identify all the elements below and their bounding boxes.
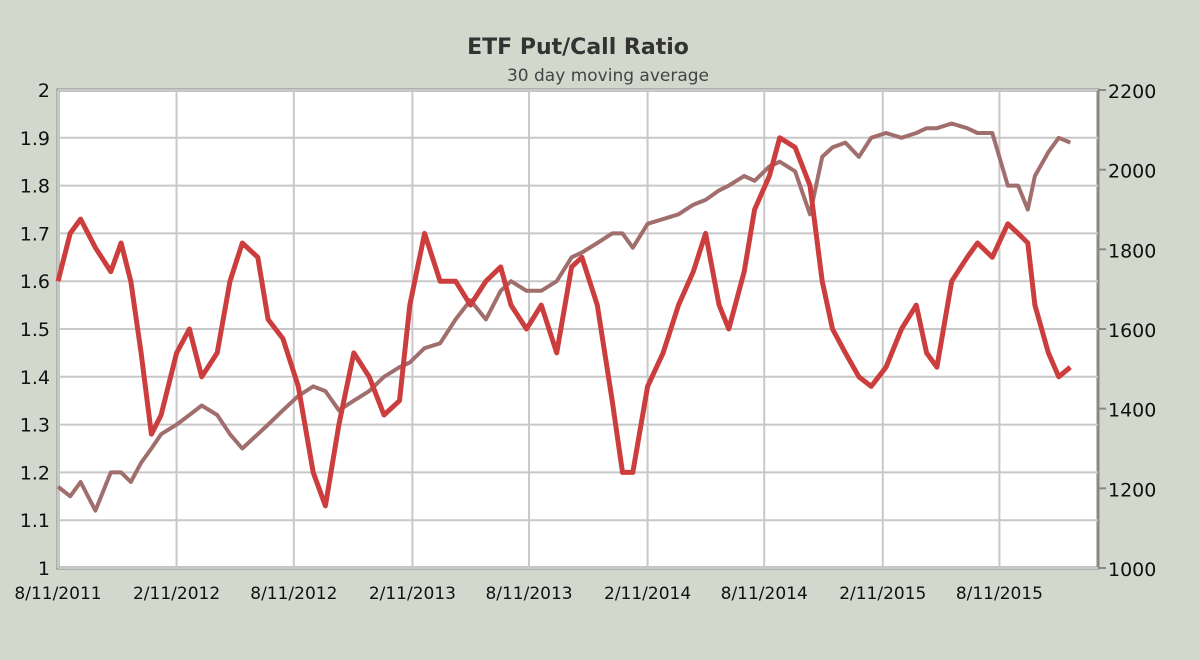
chart-subtitle: 30 day moving average: [507, 66, 709, 86]
y-tick-label: 1.5: [20, 319, 50, 341]
y-tick-label: 2: [38, 80, 50, 102]
y-axis-left: 1 1.1 1.2 1.3 1.4 1.5 1.6 1.7 1.8 1.9 2: [20, 80, 50, 580]
y-tick-label: 1.6: [20, 271, 50, 293]
y-tick-label: 1.1: [20, 510, 50, 532]
x-tick-label: 8/11/2014: [721, 584, 808, 604]
x-tick-label: 2/11/2013: [369, 584, 456, 604]
y-tick-label: 1.2: [20, 462, 50, 484]
x-tick-label: 2/11/2012: [133, 584, 220, 604]
y-tick-label: 1.9: [20, 128, 50, 150]
y2-tick-label: 2200: [1108, 81, 1156, 103]
y2-tick-label: 1200: [1108, 479, 1156, 501]
series-line-right-axis: [56, 121, 1072, 513]
x-tick-label: 2/11/2015: [839, 584, 926, 604]
y-tick-label: 1.7: [20, 223, 50, 245]
y-tick-label: 1.3: [20, 415, 50, 437]
y-tick-label: 1.4: [20, 367, 50, 389]
chart-title: ETF Put/Call Ratio: [467, 35, 689, 60]
x-tick-label: 8/11/2015: [956, 584, 1043, 604]
y2-tick-label: 1400: [1108, 400, 1156, 422]
x-axis: 8/11/2011 2/11/2012 8/11/2012 2/11/2013 8/11…: [14, 584, 1043, 604]
x-tick-label: 8/11/2013: [485, 584, 572, 604]
x-tick-label: 8/11/2011: [14, 584, 101, 604]
series-line-left-axis: [55, 135, 1072, 509]
y2-tick-label: 2000: [1108, 161, 1156, 183]
y2-tick-label: 1000: [1108, 559, 1156, 581]
y-axis-right: 1000 1200 1400 1600 1800 2000 2200: [1098, 81, 1156, 581]
x-tick-label: 2/11/2014: [604, 584, 691, 604]
y2-tick-label: 1600: [1108, 320, 1156, 342]
y-tick-label: 1: [38, 558, 50, 580]
gridlines: [57, 89, 1098, 569]
y-tick-label: 1.8: [20, 176, 50, 198]
series-lines: [55, 121, 1072, 513]
x-tick-label: 8/11/2012: [250, 584, 337, 604]
y2-tick-label: 1800: [1108, 240, 1156, 262]
